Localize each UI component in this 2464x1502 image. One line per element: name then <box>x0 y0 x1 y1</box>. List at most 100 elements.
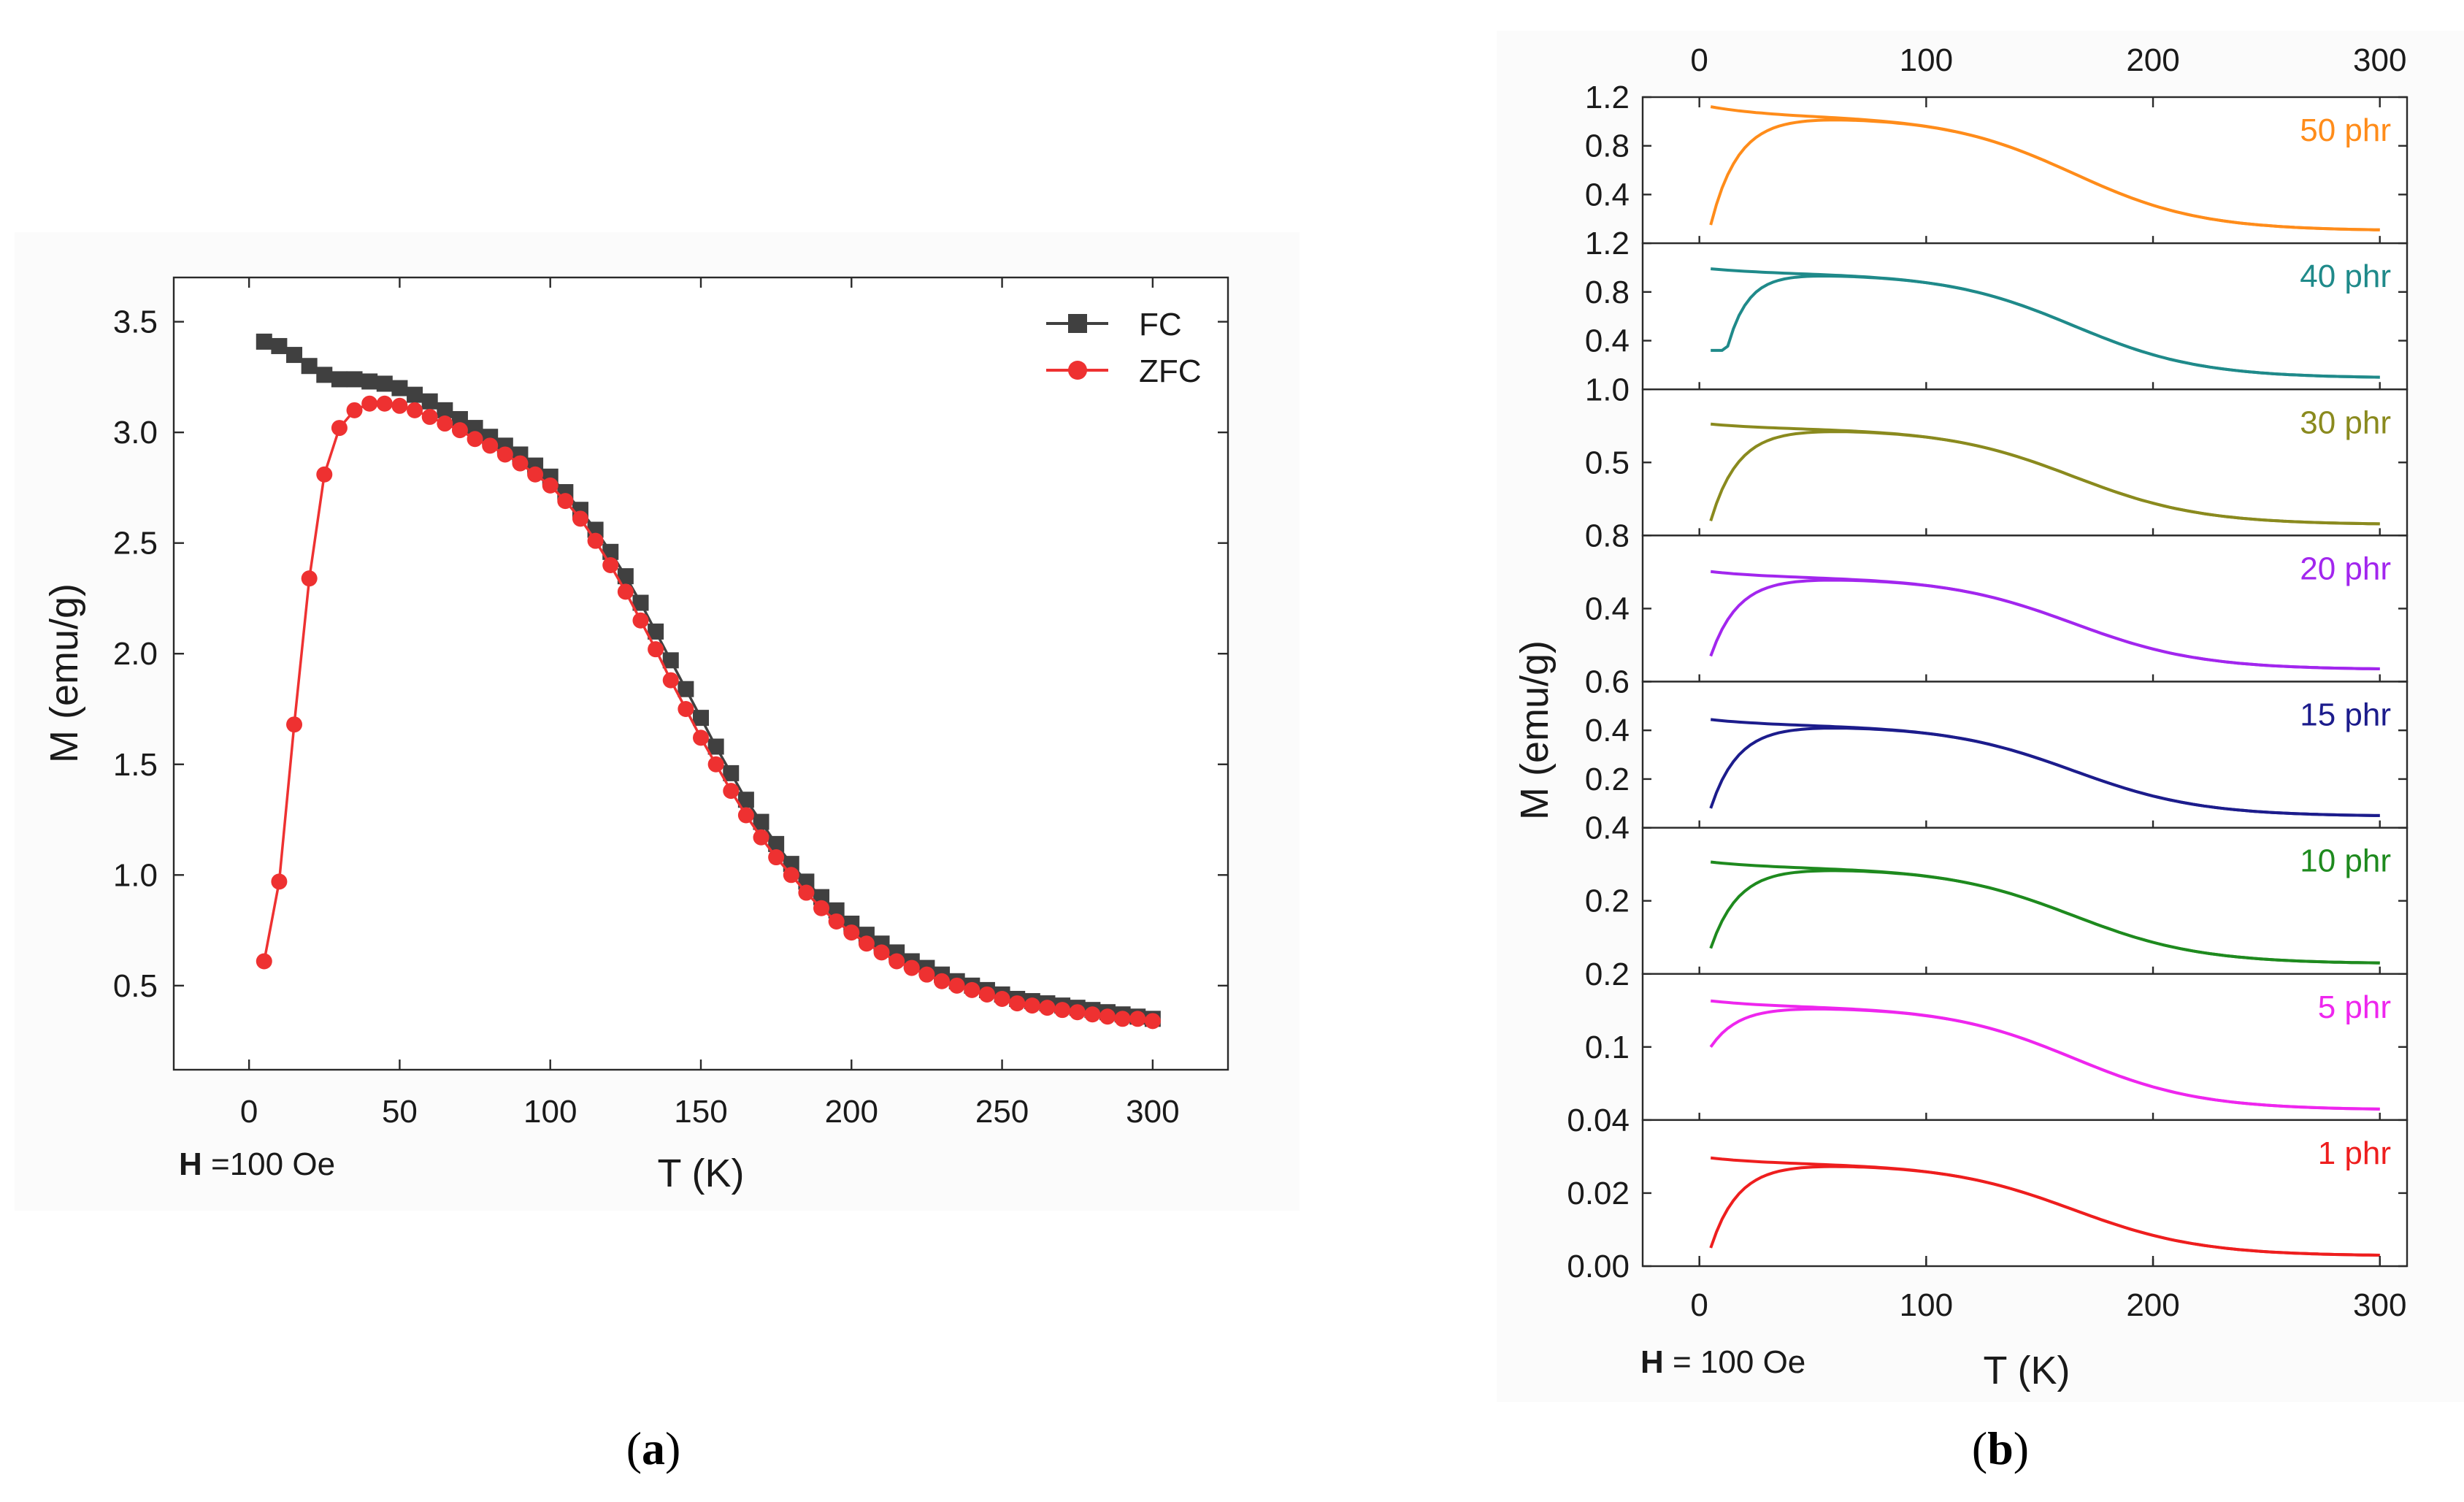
subplot-50-phr-ytick-label: 0.8 <box>1585 129 1630 164</box>
series-fc-point <box>798 873 815 890</box>
subplot-20-phr-frame <box>1641 534 2409 683</box>
series-fc-point <box>407 386 423 403</box>
panel-b-xlabel: T (K) <box>1984 1349 2070 1392</box>
series-fc-point <box>301 358 318 375</box>
series-zfc-point <box>361 395 378 412</box>
series-zfc-point <box>617 583 634 600</box>
subplot-50-phr-label: 50 phr <box>2300 112 2391 148</box>
caption-b-letter: b <box>1987 1422 2014 1474</box>
panel-a-xtick-label: 0 <box>240 1094 258 1130</box>
caption-a: (a) <box>626 1422 681 1474</box>
panel-b-xtick-label-top: 0 <box>1690 42 1708 78</box>
panel-b-x-axes: 0 0 100 100 200 200 300 300 <box>1690 42 2406 1323</box>
series-fc-point <box>648 623 664 640</box>
series-zfc-point <box>707 756 724 773</box>
series-zfc-point <box>934 973 951 989</box>
panel-a-xlabel: T (K) <box>658 1152 745 1195</box>
series-fc-point <box>346 371 363 388</box>
panel-a-xtick-label: 200 <box>825 1094 878 1130</box>
series-zfc-point <box>542 477 559 494</box>
caption-b: (b) <box>1972 1422 2029 1474</box>
subplot-10-phr-zfc-curve <box>1709 869 2380 965</box>
series-fc-point <box>632 594 649 611</box>
series-zfc-point <box>978 986 995 1003</box>
panel-a-xtick-label: 300 <box>1126 1094 1179 1130</box>
subplot-50-phr-ytick-label: 0.4 <box>1585 177 1630 212</box>
panel-a-ytick-label: 0.5 <box>113 968 158 1004</box>
subplot-1-phr-ytick-label: 0.04 <box>1567 1103 1630 1138</box>
series-zfc-point <box>889 953 905 970</box>
subplot-1-phr-label: 1 phr <box>2318 1135 2391 1171</box>
subplot-1-phr-zfc-curve <box>1709 1165 2380 1257</box>
subplot-40-phr-frame <box>1641 242 2409 391</box>
subplot-30-phr-ytick-label: 1.0 <box>1585 372 1630 407</box>
series-fc-point <box>256 333 272 350</box>
series-zfc-point <box>482 437 499 454</box>
legend-zfc-marker <box>1068 361 1087 380</box>
series-zfc-point <box>256 953 272 970</box>
subplot-5-phr-label: 5 phr <box>2318 989 2391 1025</box>
panel-b-field-note: H = 100 Oe <box>1640 1344 1805 1380</box>
series-zfc-point <box>451 422 468 439</box>
series-zfc-point <box>346 402 363 418</box>
series-fc-point <box>467 420 483 437</box>
series-zfc-point <box>843 924 860 941</box>
panel-a-xtick-label: 150 <box>674 1094 727 1130</box>
series-zfc-point <box>301 570 318 587</box>
subplot-15-phr-ytick-label: 0.4 <box>1585 713 1630 748</box>
series-fc-point <box>678 681 694 697</box>
series-fc-point <box>316 367 333 383</box>
panel-a-field-note-symbol: H <box>179 1146 202 1182</box>
series-zfc-point <box>1009 995 1026 1012</box>
subplot-20-phr-zfc-curve <box>1709 578 2380 670</box>
panel-a-xtick-label: 250 <box>975 1094 1029 1130</box>
series-fc-point <box>813 889 830 905</box>
series-fc-point <box>693 710 709 727</box>
panel-b-field-note-value: = 100 Oe <box>1664 1344 1805 1380</box>
series-zfc-point <box>632 612 649 629</box>
series-zfc-point <box>678 700 694 717</box>
subplot-40-phr-ytick-label: 0.4 <box>1585 323 1630 359</box>
panel-b-ylabel: M (emu/g) <box>1513 640 1557 820</box>
subplot-30-phr-label: 30 phr <box>2300 405 2391 440</box>
subplot-15-phr-label: 15 phr <box>2300 697 2391 733</box>
series-zfc-point <box>407 402 423 418</box>
panel-a-ytick-label: 2.5 <box>113 526 158 562</box>
series-zfc-point <box>783 867 799 884</box>
series-zfc-point <box>1069 1004 1086 1021</box>
panel-b-xtick-label-bottom: 100 <box>1900 1287 1953 1323</box>
series-fc-point <box>737 792 754 808</box>
series-zfc-point <box>648 641 664 658</box>
series-zfc-point <box>828 913 845 930</box>
subplot-30-phr: 1.0 0.5 30 phr <box>1585 372 2409 537</box>
panel-a: 0 50 100 150 200 250 3000.51.01.52.02.53.03.5 … <box>15 232 1300 1474</box>
subplot-20-phr-ytick-label: 0.8 <box>1585 518 1630 553</box>
series-zfc-point <box>723 783 740 800</box>
series-fc-point <box>421 393 438 410</box>
series-zfc-point <box>572 510 588 527</box>
subplot-50-phr: 1.2 0.8 0.4 50 phr <box>1585 80 2409 245</box>
series-zfc-point <box>1114 1011 1131 1027</box>
panel-b-xtick-label-bottom: 0 <box>1690 1287 1708 1323</box>
panel-a-plot-frame <box>172 276 1229 1071</box>
caption-a-letter: a <box>642 1422 665 1474</box>
subplot-40-phr: 1.2 0.8 0.4 40 phr <box>1585 226 2409 391</box>
subplot-10-phr-ytick-label: 0.4 <box>1585 811 1630 846</box>
series-zfc-point <box>1129 1011 1146 1027</box>
series-zfc-point <box>1099 1008 1116 1025</box>
series-fc-point <box>828 902 845 919</box>
series-zfc-point <box>994 991 1010 1008</box>
legend-fc-marker <box>1068 314 1087 333</box>
series-zfc-point <box>527 466 544 483</box>
subplot-20-phr-label: 20 phr <box>2300 551 2391 586</box>
series-zfc-point <box>587 532 604 549</box>
series-zfc-point <box>512 455 529 472</box>
series-zfc-point <box>437 415 453 432</box>
series-fc-point <box>361 373 378 390</box>
series-zfc-point <box>873 944 890 961</box>
series-zfc-point <box>602 556 619 573</box>
panel-a-axes: 0 50 100 150 200 250 300 0.5 1.0 1.5 2.0 2.5 3.0 3.5 <box>113 277 1228 1130</box>
series-zfc-point <box>467 431 483 448</box>
series-fc-point <box>753 813 769 830</box>
series-zfc-point <box>496 446 513 463</box>
